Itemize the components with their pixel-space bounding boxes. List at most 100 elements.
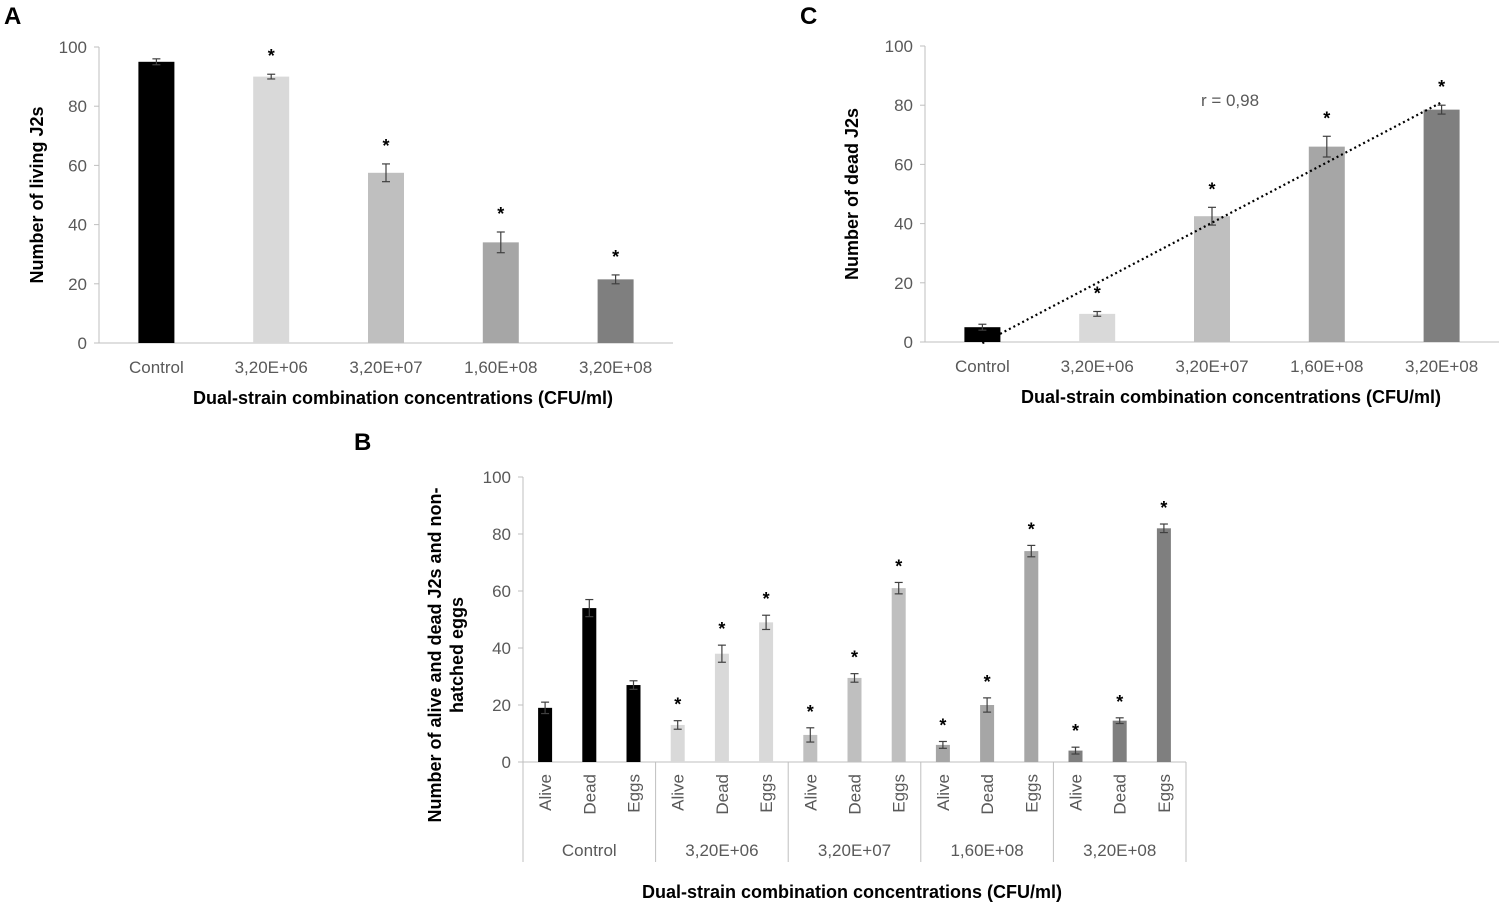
panel-b-x-subcategory-label: Alive	[669, 774, 688, 811]
panel-b-significance-star: *	[895, 556, 902, 576]
panel-b-bar	[980, 705, 995, 762]
panel-letter-c: C	[800, 3, 817, 30]
panel-a-y-tick-label: 40	[68, 216, 87, 235]
panel-b-x-group-label: 3,20E+07	[818, 841, 891, 860]
panel-a-significance-star: *	[612, 247, 619, 267]
panel-a-x-tick-label: Control	[129, 358, 184, 377]
panel-letter-a: A	[4, 3, 21, 30]
panel-b-y-tick-label: 20	[492, 696, 511, 715]
panel-b-x-subcategory-label: Eggs	[1022, 774, 1041, 813]
panel-b-x-subcategory-label: Dead	[713, 774, 732, 815]
panel-a-x-tick-label: 3,20E+06	[235, 358, 308, 377]
panel-b-x-subcategory-label: Dead	[978, 774, 997, 815]
panel-a-bar	[597, 279, 634, 343]
panel-b-bar	[935, 744, 950, 762]
panel-a-x-tick-label: 1,60E+08	[464, 358, 537, 377]
panel-a-bar	[253, 76, 290, 343]
panel-b-bar	[1112, 720, 1127, 762]
panel-c-trendline-label: r = 0,98	[1201, 91, 1259, 110]
panel-c-x-axis-title: Dual-strain combination concentrations (…	[1021, 387, 1441, 407]
panel-c-y-axis-title: Number of dead J2s	[842, 108, 862, 280]
panel-letter-b: B	[354, 429, 371, 456]
panel-b-x-subcategory-label: Alive	[1067, 774, 1086, 811]
panel-c-x-tick-label: 1,60E+08	[1290, 357, 1363, 376]
panel-a-x-tick-label: 3,20E+07	[349, 358, 422, 377]
panel-a-bar	[482, 242, 519, 343]
panel-c-x-tick-label: 3,20E+06	[1061, 357, 1134, 376]
panel-c-bar	[1079, 313, 1116, 342]
panel-b-x-subcategory-label: Dead	[846, 774, 865, 815]
panel-c-x-tick-label: 3,20E+07	[1175, 357, 1248, 376]
panel-c-y-tick-label: 40	[894, 215, 913, 234]
panel-b-bar	[714, 653, 729, 762]
panel-b-x-subcategory-label: Dead	[580, 774, 599, 815]
panel-c-bar	[1308, 146, 1345, 342]
panel-b-x-group-label: 3,20E+08	[1083, 841, 1156, 860]
panel-c-y-tick-label: 60	[894, 155, 913, 174]
panel-b-y-tick-label: 100	[483, 468, 511, 487]
panel-b-bar	[1156, 528, 1171, 762]
panel-c-significance-star: *	[1094, 284, 1101, 304]
panel-b-x-subcategory-label: Dead	[1111, 774, 1130, 815]
panel-b-significance-star: *	[674, 695, 681, 715]
panel-b-x-subcategory-label: Eggs	[757, 774, 776, 813]
panel-a-y-axis-title: Number of living J2s	[27, 106, 47, 283]
panel-b-x-subcategory-label: Alive	[536, 774, 555, 811]
panel-b-significance-star: *	[851, 648, 858, 668]
panel-b-x-group-label: 3,20E+06	[685, 841, 758, 860]
panel-b-x-group-label: Control	[562, 841, 617, 860]
panel-c-significance-star: *	[1208, 179, 1215, 199]
panel-c-bar	[1194, 216, 1230, 342]
panel-b-x-axis-title: Dual-strain combination concentrations (…	[642, 882, 1062, 902]
panel-b-y-axis-title-line: hatched eggs	[447, 597, 467, 713]
panel-b-significance-star: *	[1072, 721, 1079, 741]
panel-c-y-tick-label: 20	[894, 274, 913, 293]
panel-a-x-axis-title: Dual-strain combination concentrations (…	[193, 388, 613, 408]
panel-a-y-tick-label: 60	[68, 156, 87, 175]
panel-b-significance-star: *	[984, 672, 991, 692]
panel-b-y-tick-label: 80	[492, 525, 511, 544]
panel-b-bar	[582, 608, 597, 762]
panel-c-x-tick-label: 3,20E+08	[1405, 357, 1478, 376]
panel-b-y-axis-title-line: Number of alive and dead J2s and non-	[425, 487, 445, 822]
panel-a-significance-star: *	[268, 46, 275, 66]
panel-b-significance-star: *	[1160, 498, 1167, 518]
panel-b-y-tick-label: 40	[492, 639, 511, 658]
panel-a-significance-star: *	[382, 136, 389, 156]
panel-b-bar	[891, 588, 906, 762]
panel-b-significance-star: *	[1028, 519, 1035, 539]
panel-a-y-tick-label: 0	[78, 334, 87, 353]
panel-b-x-subcategory-label: Eggs	[625, 774, 644, 813]
panel-c-x-tick-label: Control	[955, 357, 1010, 376]
panel-a-y-tick-label: 100	[59, 38, 87, 57]
panel-b-x-subcategory-label: Eggs	[1155, 774, 1174, 813]
panel-b-bar	[1068, 750, 1083, 762]
panel-b-bar	[626, 685, 641, 762]
panel-b-bar	[847, 677, 862, 762]
panel-b-bar	[670, 724, 685, 762]
panel-b-x-subcategory-label: Alive	[934, 774, 953, 811]
panel-c-y-tick-label: 80	[894, 96, 913, 115]
panel-b-x-subcategory-label: Eggs	[890, 774, 909, 813]
panel-b-bar	[538, 707, 553, 762]
panel-b-x-subcategory-label: Alive	[801, 774, 820, 811]
panel-b-bar	[759, 622, 774, 762]
panel-b-significance-star: *	[718, 619, 725, 639]
panel-b-significance-star: *	[807, 702, 814, 722]
panel-c-bar	[1423, 109, 1460, 342]
panel-c-y-tick-label: 0	[904, 333, 913, 352]
panel-a-y-tick-label: 20	[68, 275, 87, 294]
panel-c-significance-star: *	[1323, 108, 1330, 128]
panel-b-significance-star: *	[1116, 692, 1123, 712]
panel-c-y-tick-label: 100	[885, 37, 913, 56]
panel-b-significance-star: *	[763, 589, 770, 609]
panel-a-significance-star: *	[497, 204, 504, 224]
panel-b-y-tick-label: 60	[492, 582, 511, 601]
panel-a-bar	[368, 172, 404, 343]
panel-c-trendline	[981, 101, 1443, 345]
panel-b-y-tick-label: 0	[502, 753, 511, 772]
panel-b-bar	[1024, 551, 1039, 762]
panel-b-x-group-label: 1,60E+08	[950, 841, 1023, 860]
